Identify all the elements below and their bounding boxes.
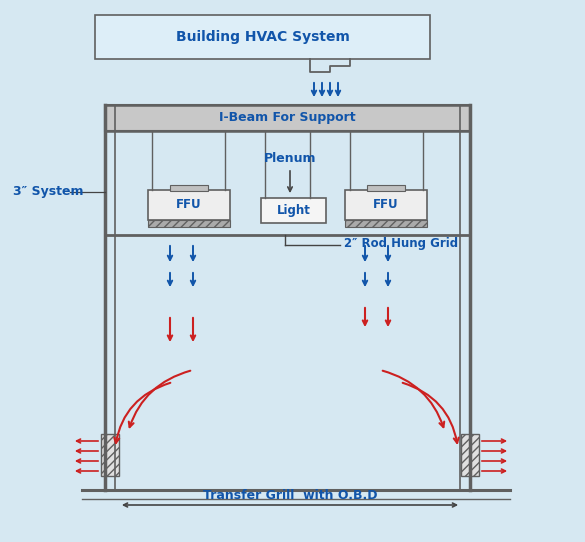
Text: 2″ Rod Hung Grid: 2″ Rod Hung Grid [344, 236, 458, 249]
Bar [105, 105, 470, 131]
Bar [101, 434, 119, 476]
Bar [367, 185, 405, 191]
Text: Transfer Grill  with O.B.D: Transfer Grill with O.B.D [203, 489, 377, 502]
Bar [148, 190, 230, 220]
Text: Light: Light [277, 204, 311, 217]
Bar [461, 434, 479, 476]
Text: Plenum: Plenum [264, 152, 316, 165]
Bar [345, 220, 427, 227]
Text: Building HVAC System: Building HVAC System [176, 30, 349, 44]
Bar [148, 220, 230, 227]
Text: FFU: FFU [176, 198, 202, 211]
Bar [170, 185, 208, 191]
Bar [95, 15, 430, 59]
Text: 3″ System: 3″ System [13, 185, 83, 198]
Text: I-Beam For Support: I-Beam For Support [219, 112, 356, 125]
Bar [345, 190, 427, 220]
Text: FFU: FFU [373, 198, 399, 211]
Bar [261, 198, 326, 223]
